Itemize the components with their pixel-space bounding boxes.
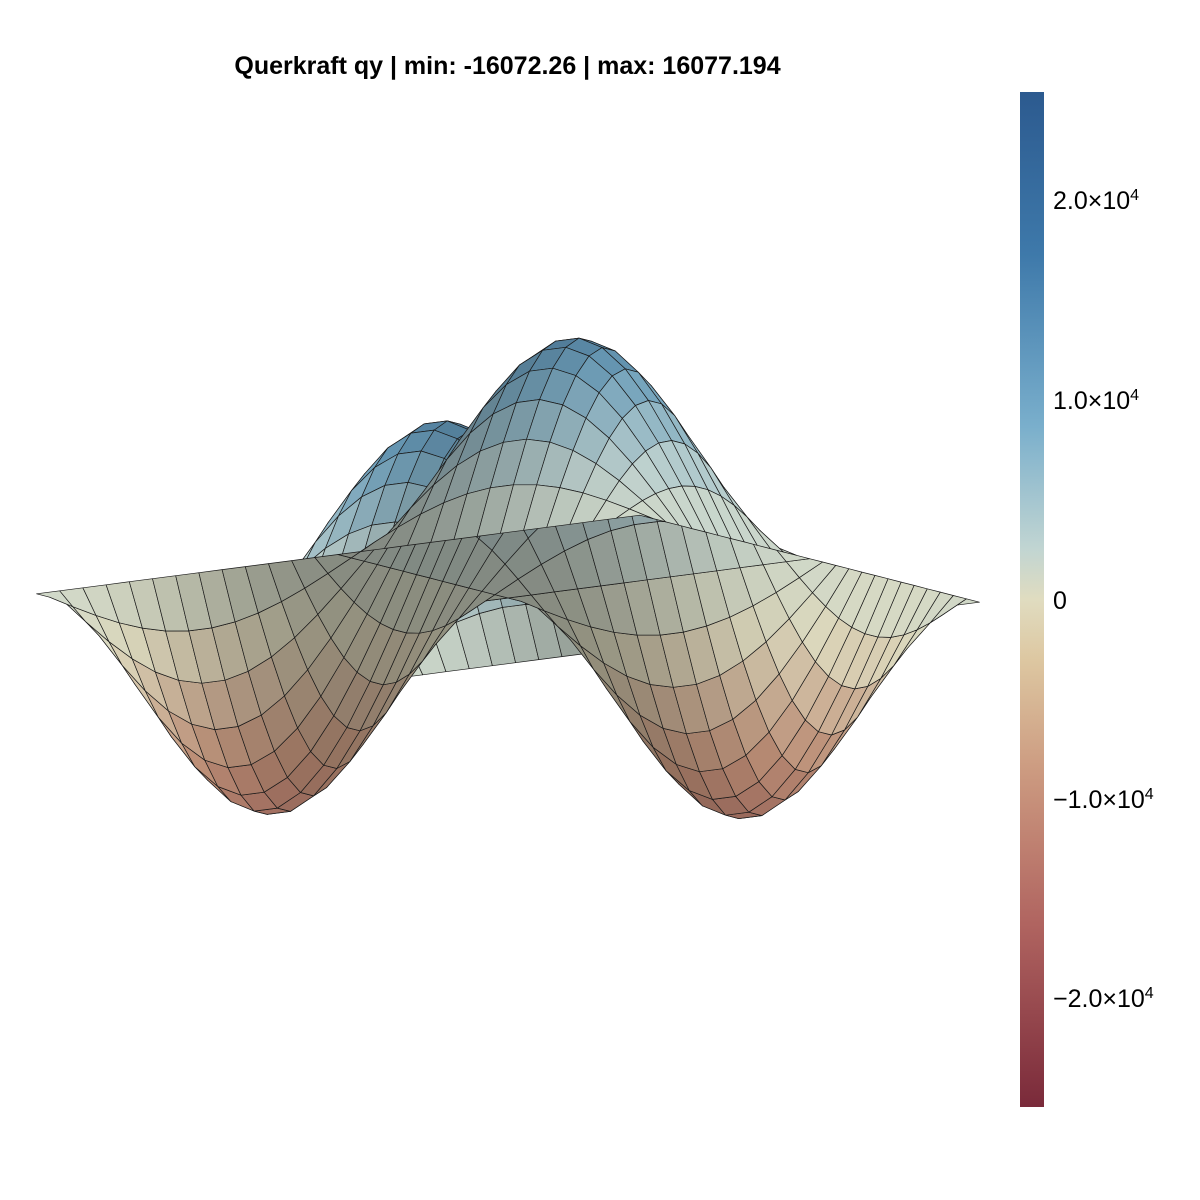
colorbar-tick-label: 1.0×104 [1053,387,1140,415]
colorbar-tick-label: 0 [1053,587,1067,615]
colorbar-tick-label: −2.0×104 [1053,985,1154,1013]
colorbar [1020,92,1044,1107]
chart-title: Querkraft qy | min: -16072.26 | max: 160… [234,52,781,80]
surface-patch [616,508,654,519]
surface-plot [36,337,980,819]
colorbar-tick-label: −1.0×104 [1053,786,1154,814]
colorbar-tick-label: 2.0×104 [1053,187,1140,215]
